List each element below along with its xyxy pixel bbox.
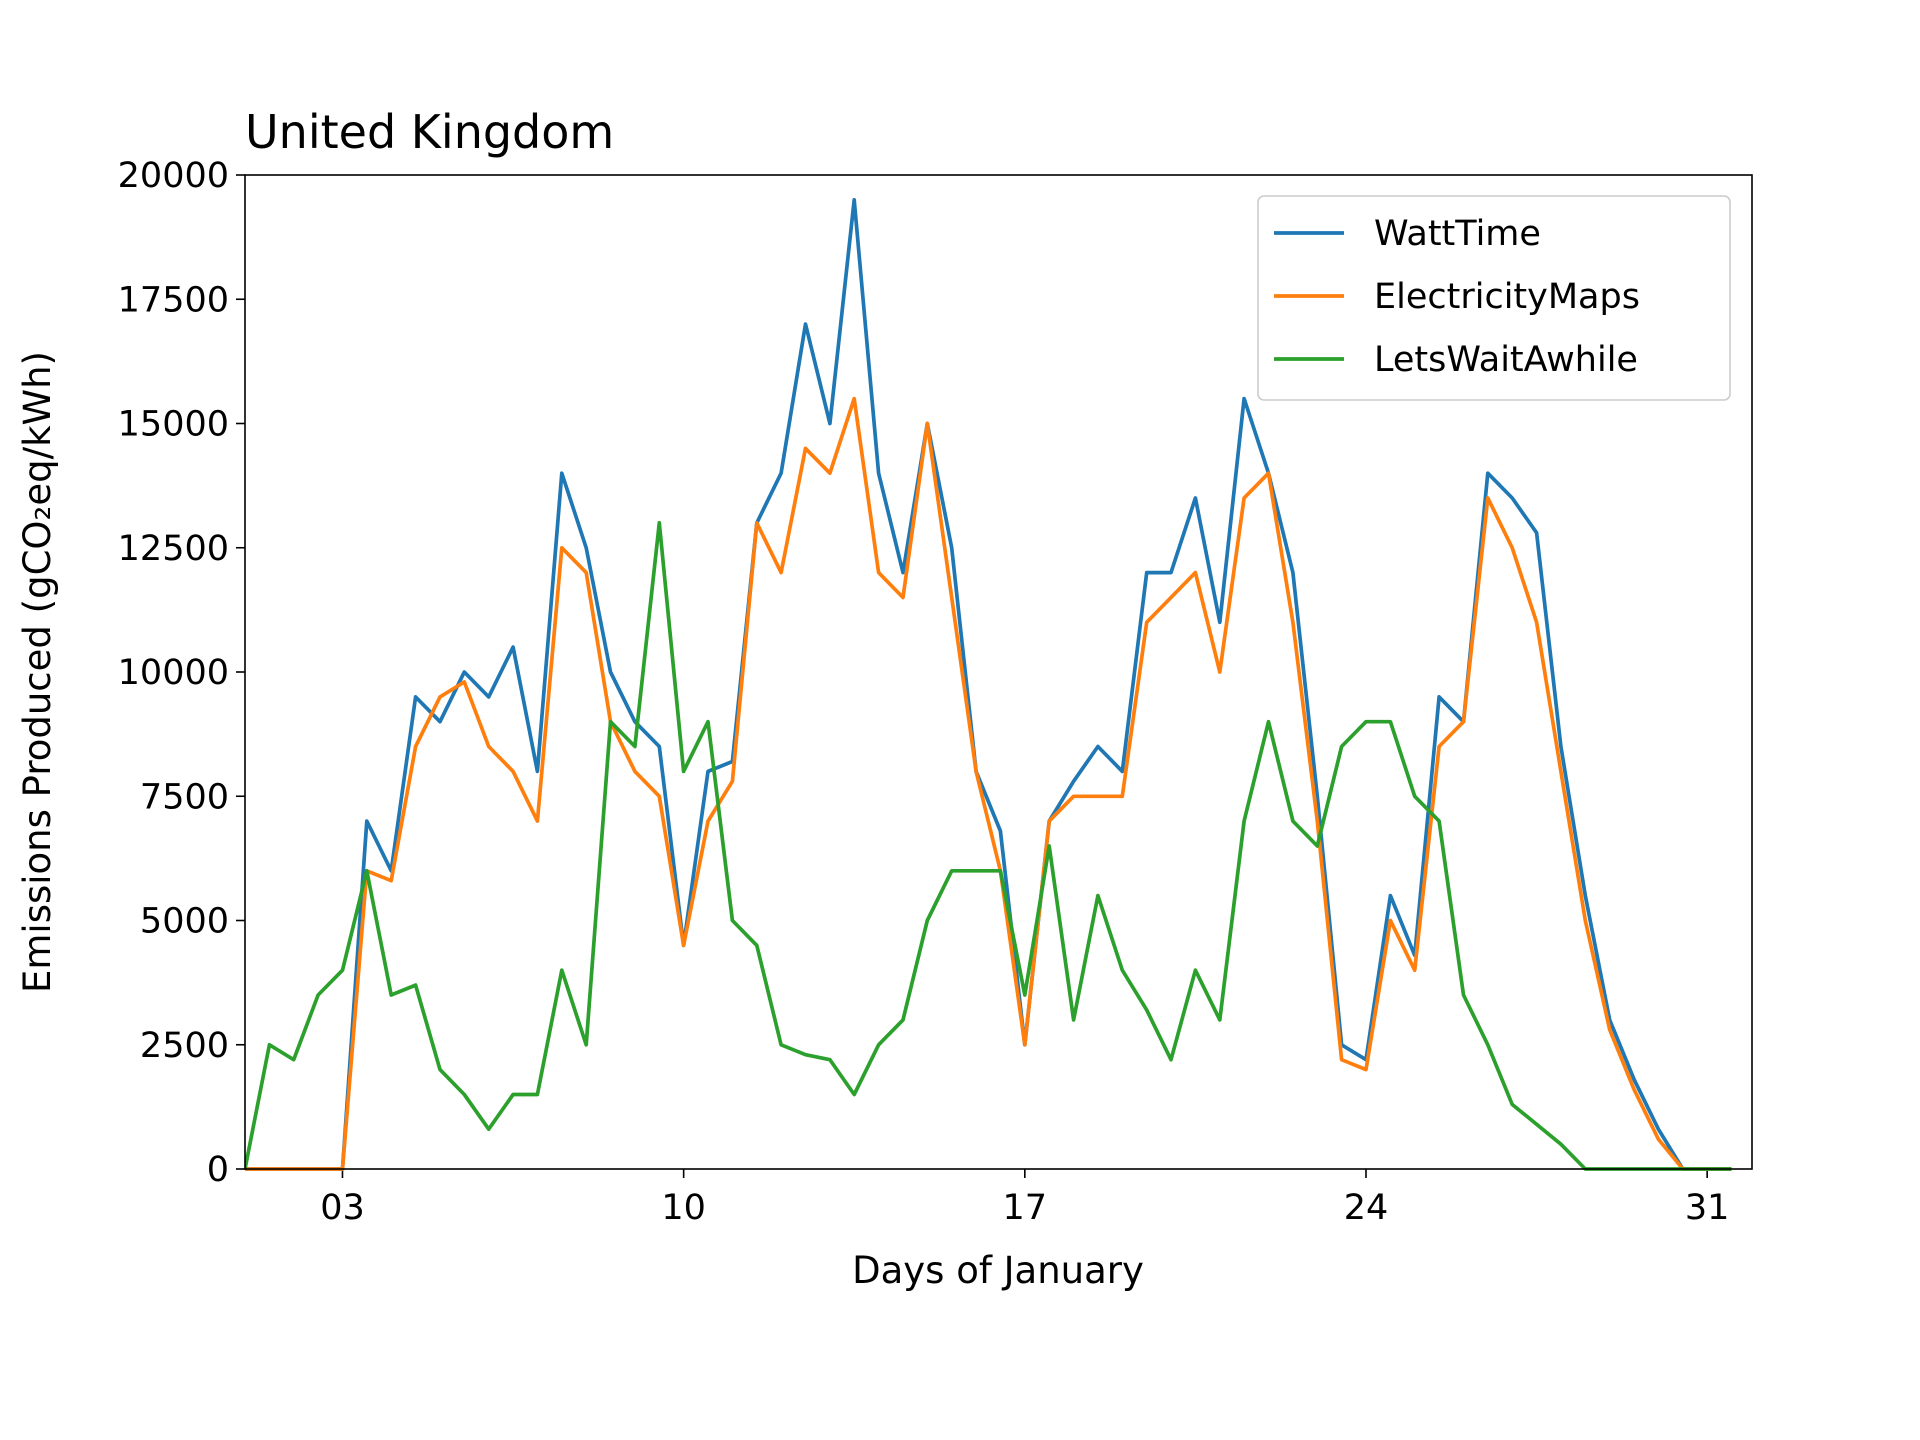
plot-frame <box>244 174 1753 1170</box>
series-line <box>245 396 1732 1171</box>
series-line <box>245 521 1732 1171</box>
y-tick-label: 10000 <box>118 653 229 693</box>
chart-title: United Kingdom <box>245 105 614 159</box>
legend-label: ElectricityMaps <box>1374 277 1640 317</box>
legend: WattTime ElectricityMaps LetsWaitAwhile <box>1257 195 1731 401</box>
x-tick-label: 03 <box>320 1188 365 1228</box>
x-tick-label: 24 <box>1344 1188 1389 1228</box>
y-tick-label: 0 <box>207 1150 229 1190</box>
y-axis-label: Emissions Produced (gCO₂eq/kWh) <box>16 351 59 993</box>
y-tick-label: 2500 <box>140 1026 229 1066</box>
y-tick-label: 12500 <box>118 529 229 569</box>
y-tick-label: 5000 <box>140 902 229 942</box>
x-tick-label: 10 <box>661 1188 706 1228</box>
y-tick-label: 17500 <box>118 280 229 320</box>
x-tick-label: 31 <box>1685 1188 1730 1228</box>
y-tick-label: 7500 <box>140 777 229 817</box>
x-tick-label: 17 <box>1003 1188 1048 1228</box>
x-axis-label: Days of January <box>852 1249 1144 1292</box>
legend-label: LetsWaitAwhile <box>1374 340 1638 380</box>
legend-box <box>1257 195 1731 401</box>
y-tick-label: 20000 <box>118 156 229 196</box>
legend-label: WattTime <box>1374 214 1541 254</box>
y-tick-label: 15000 <box>118 405 229 445</box>
series-line <box>245 198 1732 1171</box>
